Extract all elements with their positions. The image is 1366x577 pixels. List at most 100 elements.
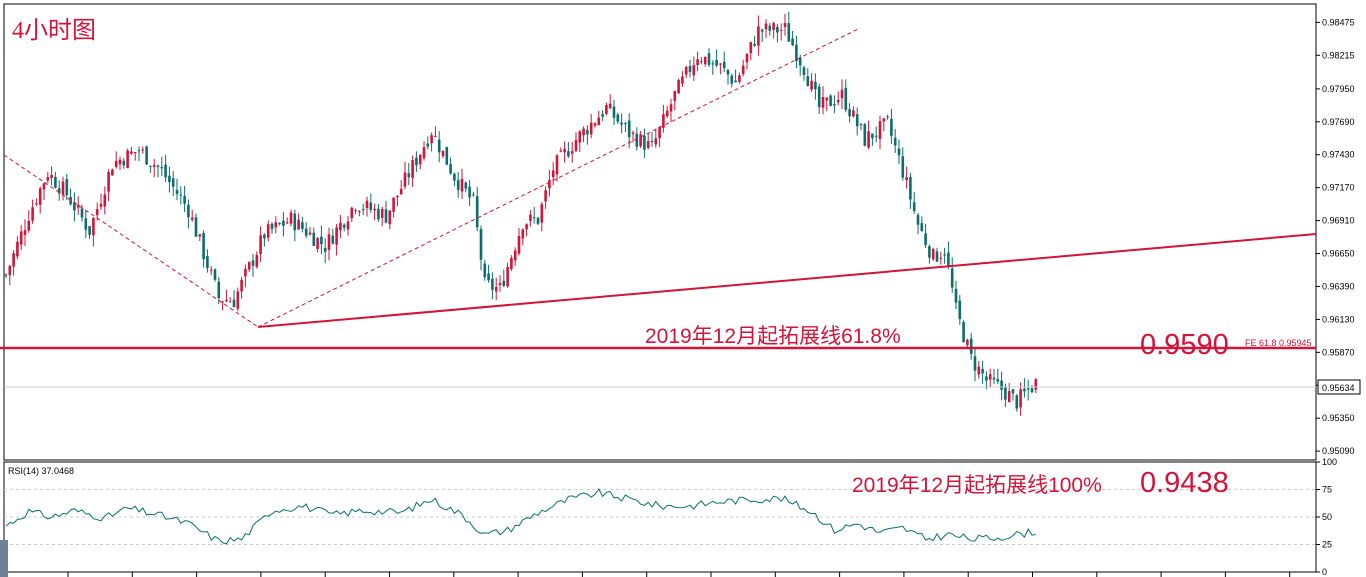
candle	[639, 131, 642, 148]
candle	[244, 264, 247, 288]
candle	[213, 268, 217, 282]
candle	[361, 203, 365, 216]
candle	[453, 172, 456, 187]
candle	[130, 146, 133, 155]
candle	[266, 220, 270, 242]
scroll-handle[interactable]	[0, 540, 8, 577]
candle	[133, 151, 137, 161]
candle	[741, 59, 745, 77]
candle	[783, 13, 787, 36]
candle	[502, 269, 506, 288]
price-axis: 0.950900.953500.956100.958700.961300.963…	[1316, 17, 1355, 456]
candle	[206, 249, 209, 273]
candle	[278, 222, 281, 226]
candle	[308, 226, 312, 236]
candle	[745, 53, 749, 70]
candle	[681, 71, 684, 87]
candle	[304, 222, 308, 239]
candle	[928, 244, 931, 264]
candle	[950, 257, 954, 293]
price-tick-label: 0.97690	[1322, 117, 1355, 127]
rsi-tick-label: 100	[1322, 457, 1337, 467]
candle	[719, 62, 722, 75]
candle	[320, 225, 323, 255]
candle	[12, 249, 15, 276]
candle	[958, 295, 962, 325]
candle	[909, 172, 912, 209]
candle	[111, 168, 114, 176]
candle	[88, 226, 91, 239]
candle	[358, 210, 361, 217]
candle	[92, 217, 95, 247]
candle	[776, 23, 779, 43]
candle	[700, 56, 703, 65]
candle	[662, 104, 665, 133]
candle	[893, 129, 897, 154]
candle	[692, 56, 696, 81]
candle	[35, 198, 38, 207]
candle	[384, 200, 388, 224]
candle	[65, 173, 69, 201]
current-price-value: 0.95634	[1322, 383, 1355, 393]
candle	[99, 193, 103, 210]
candle	[905, 166, 908, 189]
annotation-618: 2019年12月起拓展线61.8%	[645, 325, 901, 348]
candle	[202, 230, 205, 268]
candle	[76, 196, 80, 215]
candle	[209, 265, 213, 276]
candle	[715, 49, 718, 67]
dashed-projection-lines	[3, 27, 861, 328]
candle	[836, 91, 840, 106]
candle	[536, 216, 540, 226]
candle	[738, 72, 741, 84]
candle	[608, 94, 612, 110]
candle	[589, 114, 593, 139]
candle	[760, 28, 764, 43]
candle	[988, 368, 992, 388]
candle	[365, 196, 369, 217]
candle	[985, 371, 988, 390]
candle	[369, 193, 373, 213]
candle	[107, 169, 110, 202]
price-tick-label: 0.96910	[1322, 216, 1355, 226]
candle	[190, 209, 194, 222]
candle	[1034, 377, 1038, 394]
candle	[510, 255, 513, 271]
candle	[50, 166, 53, 186]
candle	[396, 195, 399, 207]
candle	[339, 214, 342, 239]
candle	[859, 123, 863, 131]
candle	[164, 154, 167, 183]
candle	[483, 259, 487, 281]
candle	[612, 100, 616, 126]
rsi-gridlines	[4, 489, 1316, 545]
candle	[141, 146, 145, 154]
candle	[513, 247, 517, 267]
candle	[152, 158, 156, 178]
candle	[878, 115, 882, 150]
candle	[27, 210, 31, 233]
candle	[31, 199, 34, 224]
candle	[821, 86, 825, 115]
candle	[992, 368, 996, 385]
candle	[795, 35, 798, 69]
candle	[1023, 378, 1026, 398]
candlestick-series	[4, 11, 1038, 416]
candle	[475, 187, 479, 232]
candle	[848, 103, 851, 123]
rsi-pane: RSI(14) 37.0468 2019年12月起拓展线100% 0.9438	[3, 461, 1317, 573]
rsi-axis: 0 25 50 75 100	[1316, 457, 1337, 577]
candle	[506, 262, 509, 289]
candle	[924, 223, 927, 249]
candle	[616, 112, 620, 124]
rsi-line	[5, 488, 1036, 545]
candle	[574, 132, 578, 152]
candle	[168, 166, 171, 193]
price-tick-label: 0.96390	[1322, 281, 1355, 291]
price-tick-label: 0.98215	[1322, 50, 1355, 60]
candle	[1000, 371, 1003, 401]
candle	[491, 272, 494, 300]
candle	[886, 114, 889, 120]
candle	[939, 251, 943, 265]
rsi-tick-label: 0	[1322, 567, 1327, 577]
